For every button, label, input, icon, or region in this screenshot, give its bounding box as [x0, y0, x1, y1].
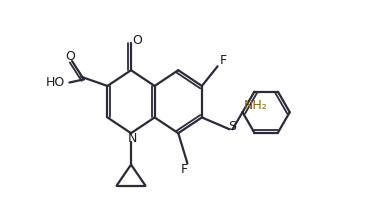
Text: N: N: [128, 132, 137, 145]
Text: NH₂: NH₂: [244, 99, 268, 112]
Text: HO: HO: [46, 76, 65, 89]
Text: O: O: [65, 50, 75, 63]
Text: O: O: [132, 34, 142, 47]
Text: F: F: [219, 54, 226, 67]
Text: F: F: [181, 163, 188, 176]
Text: S: S: [228, 120, 236, 133]
